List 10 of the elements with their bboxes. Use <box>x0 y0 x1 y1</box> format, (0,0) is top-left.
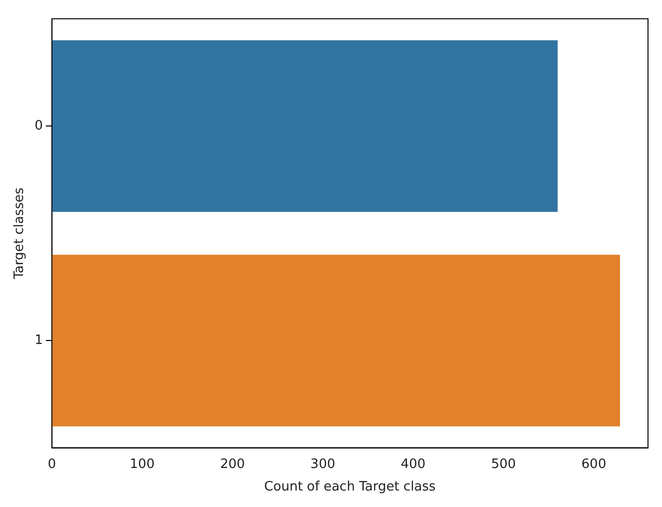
x-tick-label: 100 <box>130 456 155 472</box>
x-tick-label: 400 <box>400 456 426 472</box>
x-tick-label: 300 <box>310 456 336 472</box>
x-tick-label: 0 <box>48 456 56 472</box>
x-tick-label: 600 <box>581 456 606 472</box>
x-axis-title: Count of each Target class <box>264 480 436 495</box>
x-tick-label: 500 <box>491 456 516 472</box>
x-tick-label: 200 <box>220 456 245 472</box>
y-axis-title: Target classes <box>12 187 28 280</box>
y-tick-label: 1 <box>34 332 43 348</box>
